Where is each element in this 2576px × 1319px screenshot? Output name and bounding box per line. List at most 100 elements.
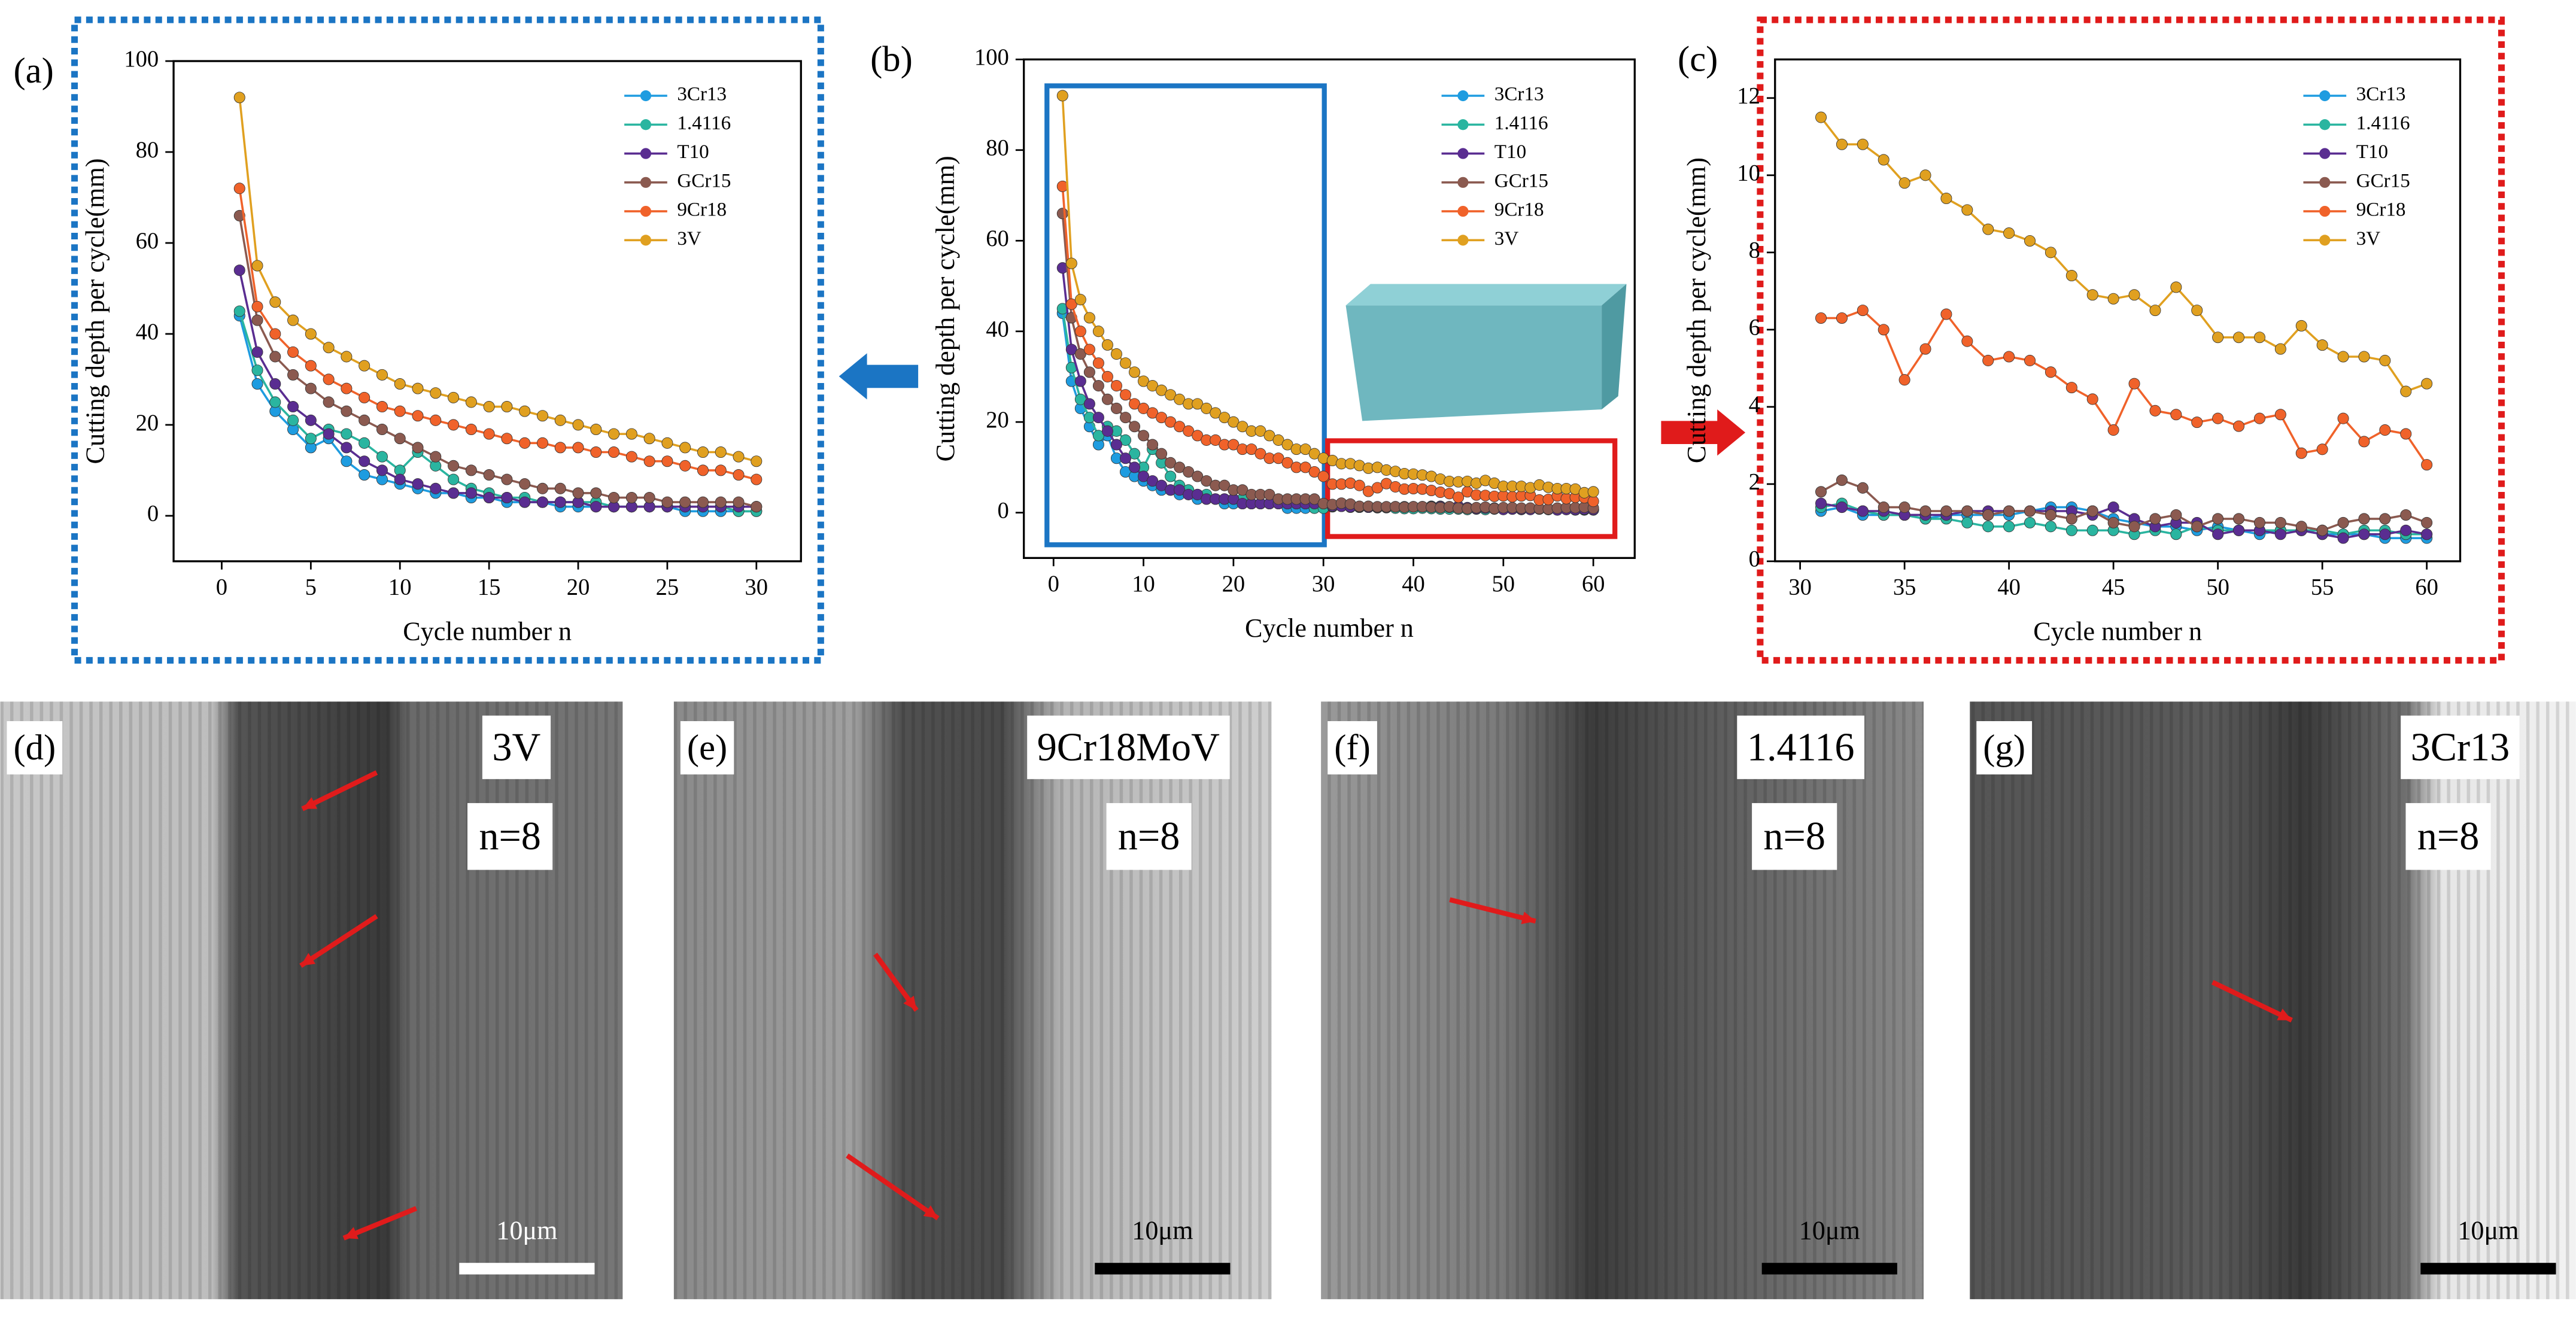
micrograph-texture [0,701,623,1299]
point [1074,375,1086,387]
point [1254,425,1266,437]
point [305,433,317,445]
scale-label: 10μm [1132,1216,1193,1245]
material-label: 9Cr18MoV [1037,725,1220,769]
point [1587,486,1599,498]
y-tick-label: 6 [1749,315,1760,341]
x-tick-label: 50 [1492,572,1515,597]
x-tick-label: 20 [567,575,590,600]
y-tick-label: 20 [986,408,1009,433]
label-box [1752,803,1837,870]
point [1156,448,1168,460]
point [287,346,299,358]
red-arrow [846,1153,940,1221]
point [1183,466,1195,478]
legend-label: 3V [1494,228,1519,250]
y-tick-label: 4 [1749,393,1760,418]
point [519,496,531,508]
panel-label: (d) [13,728,56,768]
point [1836,312,1848,324]
point [1074,294,1086,306]
point [643,491,655,504]
point [2024,505,2036,517]
y-axis-label: Cutting depth per cycle(mm) [80,158,110,464]
legend-marker [640,119,652,130]
point [1308,448,1320,460]
legend-marker [2319,90,2331,102]
point [233,305,245,317]
point [2003,521,2015,533]
x-tick-label: 40 [1402,572,1425,597]
point [2191,417,2203,428]
x-tick-label: 30 [745,575,768,600]
y-tick-label: 0 [1749,547,1760,572]
y-tick-label: 100 [124,47,159,72]
point [341,351,353,363]
point [251,378,263,390]
point [1961,505,1973,517]
point [1210,434,1222,446]
legend-marker [1457,177,1469,188]
point [1815,486,1827,498]
point [715,446,727,458]
point [287,369,299,381]
point [733,469,745,481]
point [341,382,353,394]
point [1228,439,1240,451]
plot-frame [1022,58,1636,560]
point [2170,528,2182,540]
legend-marker [1457,235,1469,246]
legend-label: 3V [677,228,701,250]
point [1836,474,1848,486]
legend-marker [640,177,652,188]
point [697,464,709,476]
point [323,373,335,385]
point [1201,402,1213,414]
point [733,496,745,508]
point [483,401,495,413]
zoom-box [1044,83,1327,548]
red-arrow-head [2277,1008,2292,1020]
y-tick-label: 0 [998,498,1009,523]
point [2358,436,2370,448]
cycle-label: n=8 [1118,815,1180,858]
point [554,482,566,494]
point [323,396,335,408]
point [679,442,691,454]
point [2295,521,2307,533]
point [412,382,424,394]
point [1147,439,1159,451]
point [1083,366,1095,378]
point [2379,354,2391,366]
point [1878,154,1890,166]
point [2086,505,2098,517]
point [394,405,406,417]
legend-label: 3Cr13 [1494,84,1544,105]
point [1129,366,1141,378]
point [1317,470,1329,482]
point [608,428,620,440]
point [1857,305,1869,317]
legend-marker [640,205,652,217]
point [1254,448,1266,460]
point [359,360,370,372]
series-line [238,215,757,508]
point [1092,326,1104,338]
label-box [1737,715,1864,779]
point [554,414,566,426]
legend-marker [2319,177,2331,188]
point [2421,516,2433,528]
x-tick-label: 35 [1893,575,1916,600]
point [2337,532,2349,544]
series-line [238,311,757,513]
point [2149,513,2161,525]
point [465,487,477,499]
point [1101,425,1113,437]
point [305,328,317,340]
point [2253,332,2265,344]
red-arrow-head [903,995,917,1011]
point [305,360,317,372]
point [751,501,763,513]
point [1083,344,1095,355]
red-arrow-head [344,1227,359,1239]
